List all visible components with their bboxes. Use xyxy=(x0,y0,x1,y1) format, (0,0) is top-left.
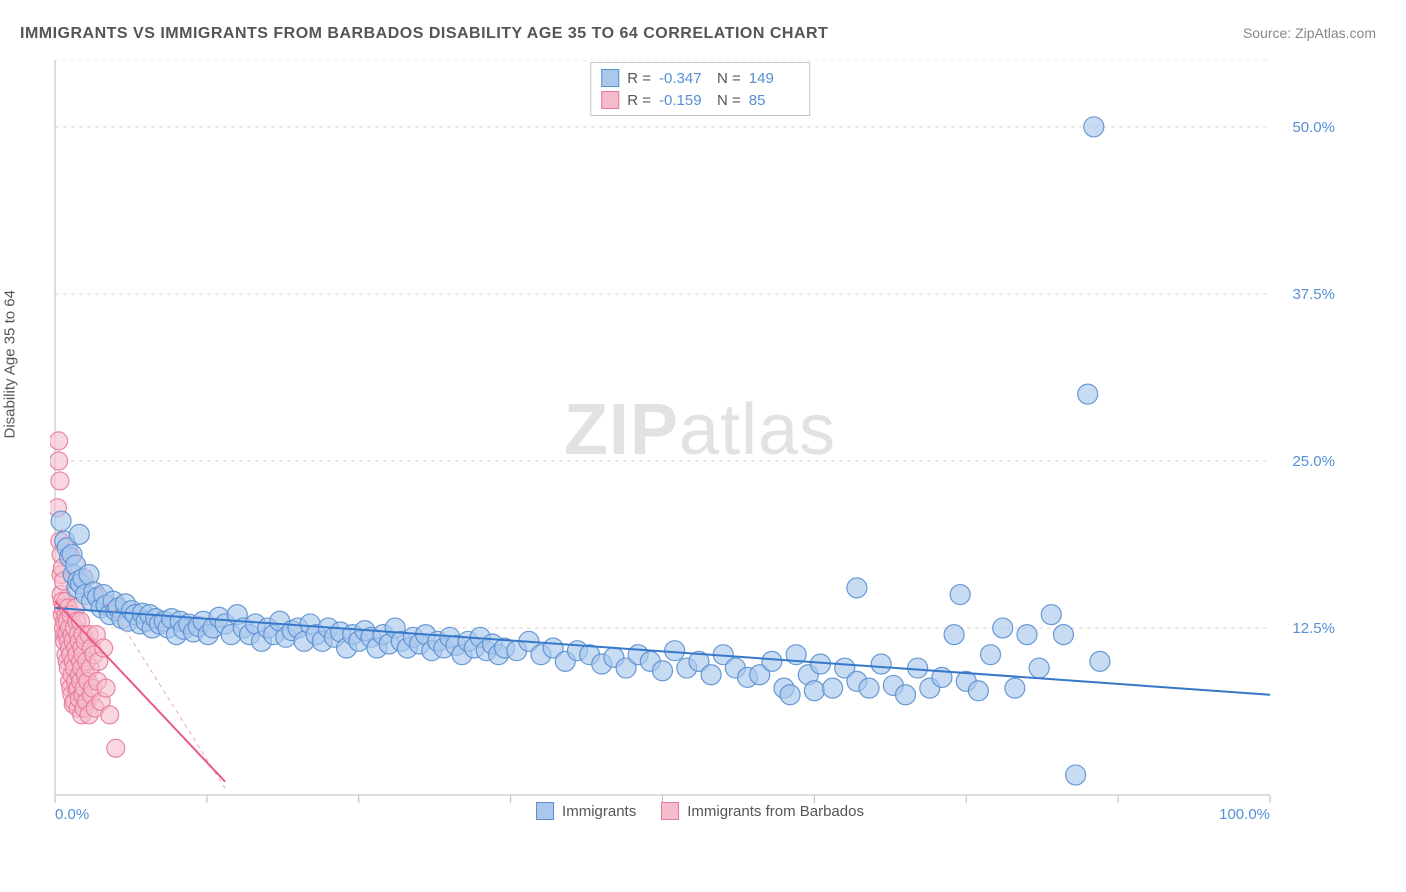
series-legend: Immigrants Immigrants from Barbados xyxy=(536,802,864,820)
n-value: 149 xyxy=(749,70,799,87)
svg-text:100.0%: 100.0% xyxy=(1219,806,1270,823)
legend-item: Immigrants xyxy=(536,802,636,820)
swatch-icon xyxy=(661,802,679,820)
svg-text:50.0%: 50.0% xyxy=(1292,119,1335,136)
r-value: -0.159 xyxy=(659,92,709,109)
svg-text:0.0%: 0.0% xyxy=(55,806,89,823)
n-value: 85 xyxy=(749,92,799,109)
svg-text:25.0%: 25.0% xyxy=(1292,453,1335,470)
svg-text:37.5%: 37.5% xyxy=(1292,286,1335,303)
legend-row: R = -0.347 N = 149 xyxy=(601,67,799,89)
y-axis-label: Disability Age 35 to 64 xyxy=(2,290,19,438)
legend-item: Immigrants from Barbados xyxy=(661,802,864,820)
swatch-icon xyxy=(536,802,554,820)
swatch-icon xyxy=(601,91,619,109)
chart-area: ZIPatlas 12.5%25.0%37.5%50.0%0.0%100.0% … xyxy=(50,60,1350,830)
source-label: Source: ZipAtlas.com xyxy=(1243,25,1376,41)
r-value: -0.347 xyxy=(659,70,709,87)
chart-title: IMMIGRANTS VS IMMIGRANTS FROM BARBADOS D… xyxy=(20,25,828,43)
swatch-icon xyxy=(601,69,619,87)
legend-row: R = -0.159 N = 85 xyxy=(601,89,799,111)
scatter-plot: 12.5% 25.0% 37.5% 50.0% 0.0% 100.0% xyxy=(50,60,1350,830)
correlation-legend: R = -0.347 N = 149 R = -0.159 N = 85 xyxy=(590,62,810,116)
svg-text:12.5%: 12.5% xyxy=(1292,620,1335,637)
